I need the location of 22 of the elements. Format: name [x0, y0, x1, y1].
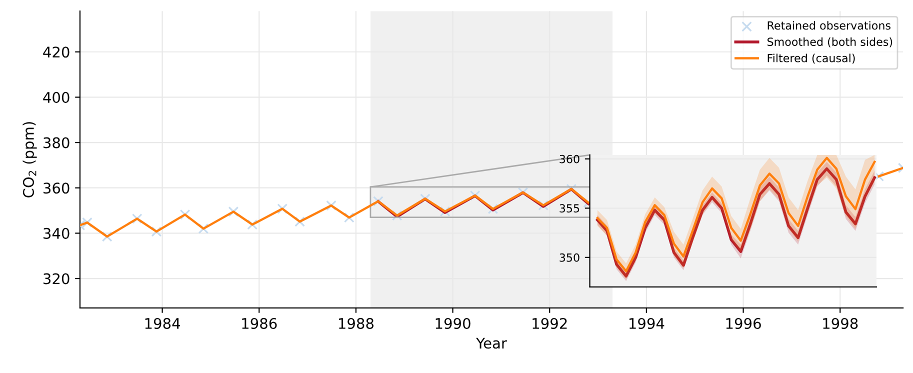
- y-tick-label: 360: [560, 154, 580, 164]
- y-tick-label: 340: [44, 228, 70, 239]
- x-tick-label: 1984: [145, 318, 180, 329]
- y-tick-label: 350: [560, 253, 580, 262]
- y-tick-label: 320: [44, 273, 70, 284]
- x-axis-title: Year: [476, 338, 507, 349]
- x-tick-label: 1990: [436, 318, 470, 329]
- y-tick-label: 355: [560, 204, 580, 213]
- x-tick-label: 1994: [629, 318, 664, 329]
- x-tick-label: 1986: [242, 318, 277, 329]
- y-tick-label: 380: [44, 137, 70, 148]
- x-tick-label: 1998: [823, 318, 858, 329]
- x-tick-label: 1996: [726, 318, 761, 329]
- legend-label: Filtered (causal): [768, 54, 855, 64]
- x-tick-label: 1988: [338, 318, 374, 329]
- y-axis-title: CO$_{2}$ (ppm): [22, 122, 37, 198]
- y-tick-label: 400: [43, 92, 70, 103]
- y-tick-label: 360: [44, 182, 70, 194]
- legend-label: Smoothed (both sides): [767, 37, 892, 48]
- y-tick-label: 420: [43, 46, 70, 58]
- legend-label: Retained observations: [768, 21, 890, 30]
- x-tick-label: 1992: [532, 318, 567, 329]
